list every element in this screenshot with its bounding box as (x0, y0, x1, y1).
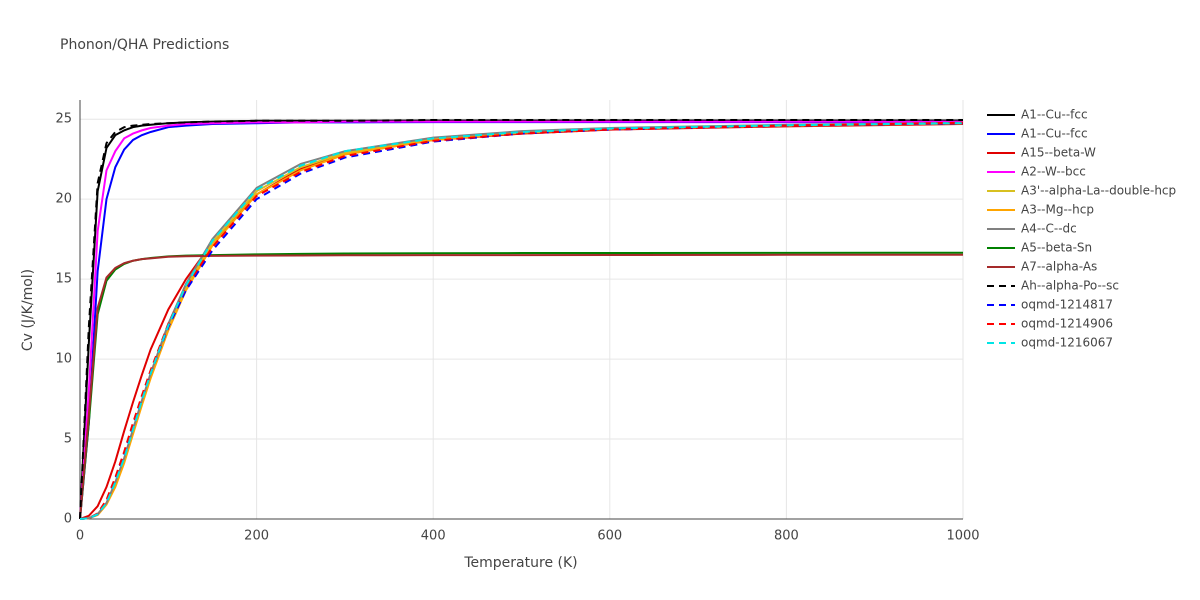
x-tick-label: 1000 (946, 529, 979, 544)
legend-label: A3'--alpha-La--double-hcp (1021, 184, 1176, 198)
y-tick-label: 10 (55, 352, 72, 367)
x-tick-label: 0 (76, 529, 84, 544)
y-tick-label: 20 (55, 192, 72, 207)
y-tick-label: 5 (64, 432, 72, 447)
legend-label: Ah--alpha-Po--sc (1021, 279, 1119, 293)
line (79, 118, 963, 520)
line (79, 122, 964, 520)
legend-label: A1--Cu--fcc (1021, 127, 1088, 141)
legend-label: oqmd-1216067 (1021, 336, 1113, 350)
line (79, 119, 963, 520)
line (79, 253, 963, 520)
line (79, 251, 964, 520)
legend-label: oqmd-1214906 (1021, 317, 1113, 331)
x-tick-label: 400 (421, 529, 446, 544)
x-axis-title: Temperature (K) (463, 555, 577, 571)
legend-label: A4--C--dc (1021, 222, 1077, 236)
y-tick-label: 25 (55, 112, 72, 127)
line (79, 122, 964, 520)
legend-label: oqmd-1214817 (1021, 298, 1113, 312)
line (79, 122, 964, 520)
x-tick-label: 800 (774, 529, 799, 544)
legend-label: A7--alpha-As (1021, 260, 1097, 274)
chart-title: Phonon/QHA Predictions (60, 37, 229, 53)
y-axis-title: Cv (J/K/mol) (20, 269, 36, 351)
line (79, 121, 964, 520)
legend-label: A5--beta-Sn (1021, 241, 1092, 255)
legend-label: A3--Mg--hcp (1021, 203, 1094, 217)
x-tick-label: 200 (244, 529, 269, 544)
y-tick-label: 15 (55, 272, 72, 287)
y-tick-label: 0 (64, 512, 72, 527)
line (79, 122, 964, 520)
line (79, 120, 963, 520)
line (79, 121, 963, 520)
line (79, 122, 964, 520)
legend-label: A15--beta-W (1021, 146, 1096, 160)
legend-label: A1--Cu--fcc (1021, 108, 1088, 122)
x-tick-label: 600 (597, 529, 622, 544)
legend-label: A2--W--bcc (1021, 165, 1086, 179)
line (79, 121, 964, 520)
